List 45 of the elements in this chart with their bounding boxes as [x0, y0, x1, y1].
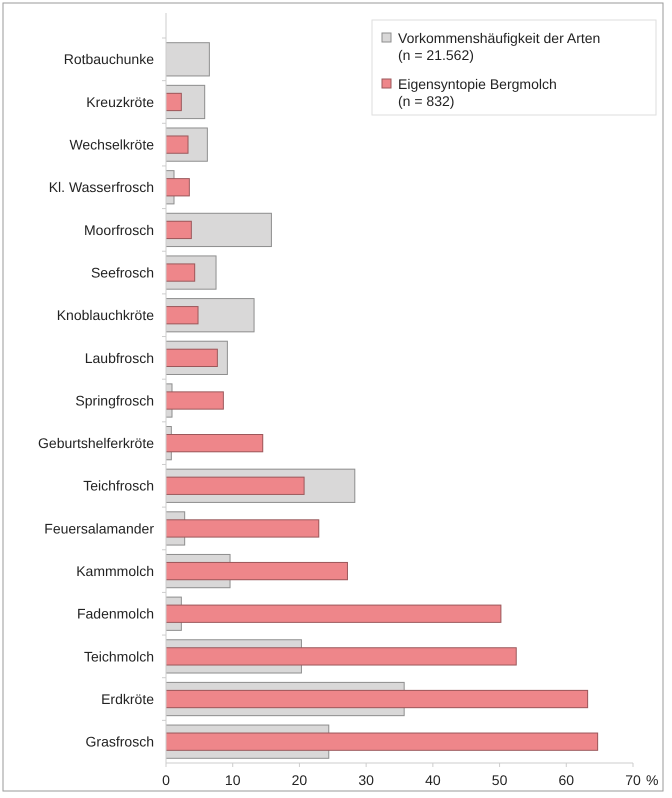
bar	[166, 519, 320, 538]
bar	[166, 220, 192, 240]
x-tick-label: 70	[625, 772, 641, 788]
y-tick-label: Kammmolch	[76, 562, 154, 579]
y-tick-label: Kreuzkröte	[86, 94, 154, 110]
bar	[166, 306, 199, 324]
bar	[166, 348, 218, 367]
y-tick-label: Seefrosch	[90, 264, 154, 280]
x-axis-title: %	[646, 772, 658, 788]
x-tick-label: 60	[558, 772, 574, 788]
bar	[166, 690, 588, 708]
x-tick-label: 50	[492, 772, 508, 788]
bar	[166, 178, 190, 196]
y-tick-label: Geburtshelferkröte	[38, 435, 154, 452]
y-tick-label: Knoblauchkröte	[56, 307, 154, 324]
bar	[166, 562, 348, 580]
y-tick-label: Laubfrosch	[84, 350, 154, 366]
y-tick-label: Kl. Wasserfrosch	[48, 179, 154, 196]
x-tick-label: 40	[425, 772, 441, 788]
y-tick-label: Erdkröte	[101, 690, 154, 707]
bar	[166, 391, 224, 410]
y-tick-label: Feuersalamander	[44, 520, 154, 536]
y-tick-label: Fadenmolch	[76, 606, 154, 622]
bar	[166, 263, 196, 282]
x-tick-label: 10	[224, 772, 241, 788]
bar	[166, 92, 182, 112]
bar	[166, 434, 264, 452]
y-tick-label: Teichmolch	[84, 648, 154, 664]
x-tick-label: 0	[162, 772, 170, 788]
x-tick-label: 30	[358, 772, 374, 788]
legend-label: Eigensyntopie Bergmolch (n = 832)	[398, 76, 557, 109]
bar	[166, 732, 598, 751]
bar	[166, 135, 189, 154]
y-tick-label: Springfrosch	[75, 392, 154, 408]
bar	[166, 604, 502, 623]
y-tick-label: Wechselkröte	[69, 136, 154, 153]
bar	[166, 647, 517, 666]
y-tick-label: Teichfrosch	[83, 478, 154, 494]
legend-label: Vorkommenshäufigkeit der Arten (n = 21.562)	[398, 30, 600, 63]
bar	[166, 476, 305, 495]
y-tick-label: Rotbauchunke	[64, 51, 154, 68]
x-tick-label: 20	[292, 772, 308, 788]
y-tick-label: Grasfrosch	[86, 734, 154, 750]
bar	[166, 42, 210, 76]
y-tick-label: Moorfrosch	[84, 222, 154, 238]
